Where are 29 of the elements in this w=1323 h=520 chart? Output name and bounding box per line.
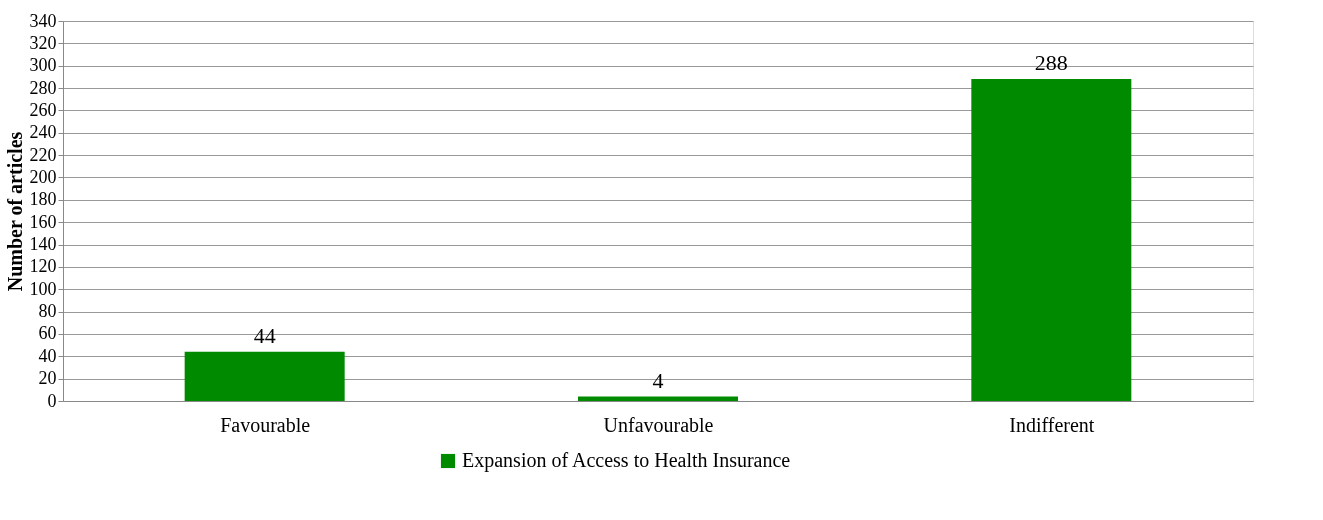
data-label: 44 <box>253 322 276 348</box>
x-tick-label: Favourable <box>220 413 311 436</box>
y-tick-label: 260 <box>29 99 57 120</box>
y-axis-title: Number of articles <box>3 131 26 292</box>
y-tick-label: 320 <box>29 32 57 53</box>
y-tick-label: 180 <box>29 189 57 210</box>
y-tick-label: 0 <box>47 390 57 411</box>
y-tick-label: 100 <box>29 278 57 299</box>
y-tick-label: 300 <box>29 55 57 76</box>
y-tick-label: 80 <box>38 301 57 322</box>
y-tick-label: 140 <box>29 234 57 255</box>
y-tick-label: 240 <box>29 122 57 143</box>
y-tick-label: 340 <box>29 10 57 31</box>
y-tick-label: 220 <box>29 144 57 165</box>
data-label: 288 <box>1034 50 1068 76</box>
bar <box>578 396 738 401</box>
y-tick-label: 60 <box>38 323 57 344</box>
y-tick-label: 20 <box>38 368 57 389</box>
bar <box>971 79 1132 401</box>
y-tick-label: 160 <box>29 211 57 232</box>
x-tick-label: Indifferent <box>1009 413 1095 436</box>
y-tick-label: 200 <box>29 166 57 187</box>
legend-label: Expansion of Access to Health Insurance <box>462 449 791 472</box>
x-tick-label: Unfavourable <box>603 413 714 436</box>
data-label: 4 <box>652 367 664 393</box>
y-tick-label: 120 <box>29 256 57 277</box>
y-tick-label: 40 <box>38 345 57 366</box>
bar <box>184 351 345 401</box>
y-tick-label: 280 <box>29 77 57 98</box>
